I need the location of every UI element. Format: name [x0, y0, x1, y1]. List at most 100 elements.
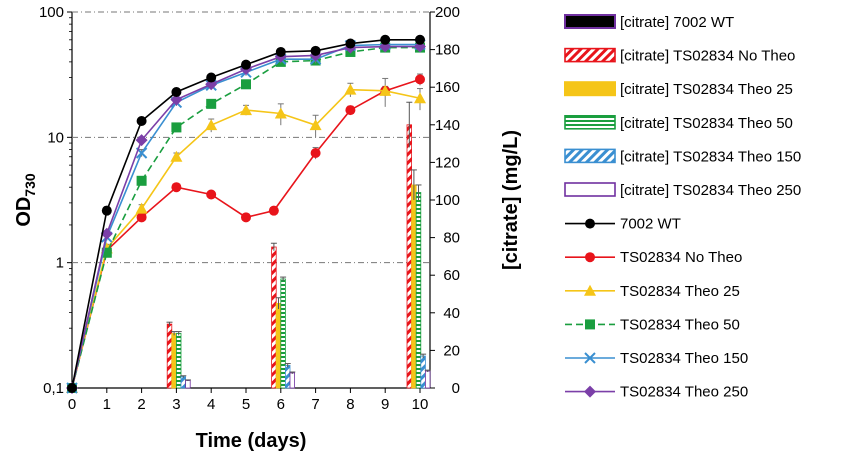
- data-point: [415, 74, 425, 85]
- x-tick-label: 10: [412, 396, 429, 413]
- x-tick-label: 6: [277, 396, 285, 413]
- data-point: [101, 247, 112, 258]
- legend-swatch-marker: [585, 252, 595, 263]
- bar-citrate-ts02834-theo-150: [284, 365, 291, 389]
- y-left-tick-label: 1: [56, 255, 64, 272]
- data-point: [135, 134, 148, 147]
- legend-item-ts02834-theo-150: TS02834 Theo 150: [565, 350, 748, 367]
- data-point: [100, 227, 113, 240]
- y-right-tick-label: 120: [435, 154, 460, 171]
- data-point: [268, 205, 279, 216]
- legend-label: TS02834 Theo 250: [620, 384, 748, 401]
- y-left-axis: 0,1 1 10 100: [39, 4, 72, 397]
- x-axis-title: Time (days): [196, 430, 307, 452]
- legend-item-ts02834-no-theo: TS02834 No Theo: [565, 249, 742, 266]
- data-point: [136, 175, 147, 186]
- data-point: [136, 115, 147, 126]
- data-point: [241, 79, 251, 90]
- x-tick-label: 0: [68, 396, 76, 413]
- data-point: [379, 84, 392, 96]
- legend-swatch: [564, 115, 616, 130]
- legend-item-ts02834-theo-25: TS02834 Theo 25: [565, 283, 740, 300]
- bar-citrate-ts02834-theo-25: [411, 184, 417, 389]
- legend-label: TS02834 Theo 50: [620, 316, 740, 333]
- data-point: [275, 46, 286, 57]
- legend-item-citrate-ts02834-theo-150: [citrate] TS02834 Theo 150: [564, 148, 801, 165]
- legend-swatch: [564, 148, 616, 164]
- data-point: [171, 182, 182, 193]
- data-point: [170, 93, 183, 106]
- x-tick-label: 5: [242, 396, 250, 413]
- y-right-axis-title: [citrate] (mg/L): [500, 130, 522, 270]
- legend-swatch: [564, 182, 616, 197]
- y-right-tick-label: 160: [435, 79, 460, 96]
- data-point: [415, 34, 425, 45]
- data-point: [345, 105, 356, 116]
- legend-item-citrate-ts02834-no-theo: [citrate] TS02834 No Theo: [564, 47, 795, 65]
- line-series-group: [66, 34, 426, 394]
- legend-swatch-marker: [584, 385, 596, 398]
- legend-label: [citrate] TS02834 Theo 25: [620, 81, 793, 98]
- y-right-tick-label: 100: [435, 192, 460, 209]
- y-right-tick-label: 60: [443, 267, 460, 284]
- legend-label: TS02834 Theo 25: [620, 283, 740, 300]
- legend-label: [citrate] TS02834 Theo 250: [620, 182, 801, 199]
- series-line: [71, 88, 421, 389]
- y-right-tick-label: 40: [443, 305, 460, 322]
- bar-citrate-ts02834-theo-25: [275, 302, 282, 389]
- legend-label: [citrate] TS02834 Theo 50: [620, 115, 793, 132]
- bar-citrate-ts02834-theo-150: [180, 376, 186, 389]
- legend-label: 7002 WT: [620, 216, 681, 233]
- data-point: [136, 212, 147, 223]
- legend-label: [citrate] 7002 WT: [620, 14, 734, 31]
- y-right-tick-label: 80: [443, 230, 460, 247]
- data-point: [310, 45, 321, 56]
- legend-swatch-marker: [585, 319, 595, 330]
- legend-label: TS02834 No Theo: [620, 249, 742, 266]
- y-right-tick-label: 200: [435, 4, 460, 21]
- data-point: [414, 92, 426, 104]
- y-right-tick-label: 180: [435, 42, 460, 59]
- data-point: [206, 189, 217, 200]
- bar-citrate-ts02834-theo-250: [185, 380, 191, 389]
- data-point: [206, 98, 217, 109]
- legend-item-citrate-ts02834-theo-250: [citrate] TS02834 Theo 250: [564, 182, 801, 199]
- legend-swatch: [564, 47, 616, 63]
- bar-citrate-ts02834-theo-50: [415, 192, 422, 389]
- legend-item-7002-wt: 7002 WT: [565, 216, 681, 233]
- x-tick-label: 9: [381, 396, 389, 413]
- data-point: [135, 202, 148, 214]
- data-point: [206, 72, 217, 83]
- bar-series-group: [166, 101, 431, 389]
- x-tick-label: 1: [103, 396, 111, 413]
- y-right-tick-label: 20: [443, 342, 460, 359]
- bar-citrate-ts02834-theo-250: [289, 372, 295, 389]
- legend-label: [citrate] TS02834 Theo 150: [620, 148, 801, 165]
- series-line: [71, 78, 421, 389]
- legend-item-citrate-ts02834-theo-25: [citrate] TS02834 Theo 25: [564, 81, 793, 98]
- bar-citrate-ts02834-no-theo: [271, 246, 277, 389]
- legend-swatch-marker: [585, 218, 595, 229]
- x-tick-label: 4: [207, 396, 215, 413]
- gridlines: [72, 11, 430, 264]
- data-point: [309, 119, 322, 131]
- legend: [citrate] 7002 WT [citrate] TS02834 No Th…: [564, 14, 801, 401]
- data-point: [170, 150, 183, 162]
- x-tick-label: 3: [172, 396, 180, 413]
- data-point: [241, 59, 251, 70]
- y-left-tick-label: 10: [47, 129, 64, 146]
- y-left-axis-title: OD730: [13, 173, 38, 227]
- data-point: [205, 119, 218, 131]
- legend-swatch: [564, 14, 616, 29]
- bar-citrate-ts02834-theo-50: [280, 278, 286, 389]
- bar-citrate-ts02834-no-theo: [166, 323, 173, 389]
- data-point: [344, 83, 357, 95]
- y-right-axis: 0 20 40 60 80 100 120 140 160 180 200: [430, 4, 460, 397]
- x-tick-label: 7: [311, 396, 319, 413]
- data-point: [171, 86, 182, 97]
- legend-item-ts02834-theo-250: TS02834 Theo 250: [565, 384, 748, 401]
- line-series-ts02834-theo-25: [66, 77, 426, 393]
- x-tick-label: 8: [346, 396, 354, 413]
